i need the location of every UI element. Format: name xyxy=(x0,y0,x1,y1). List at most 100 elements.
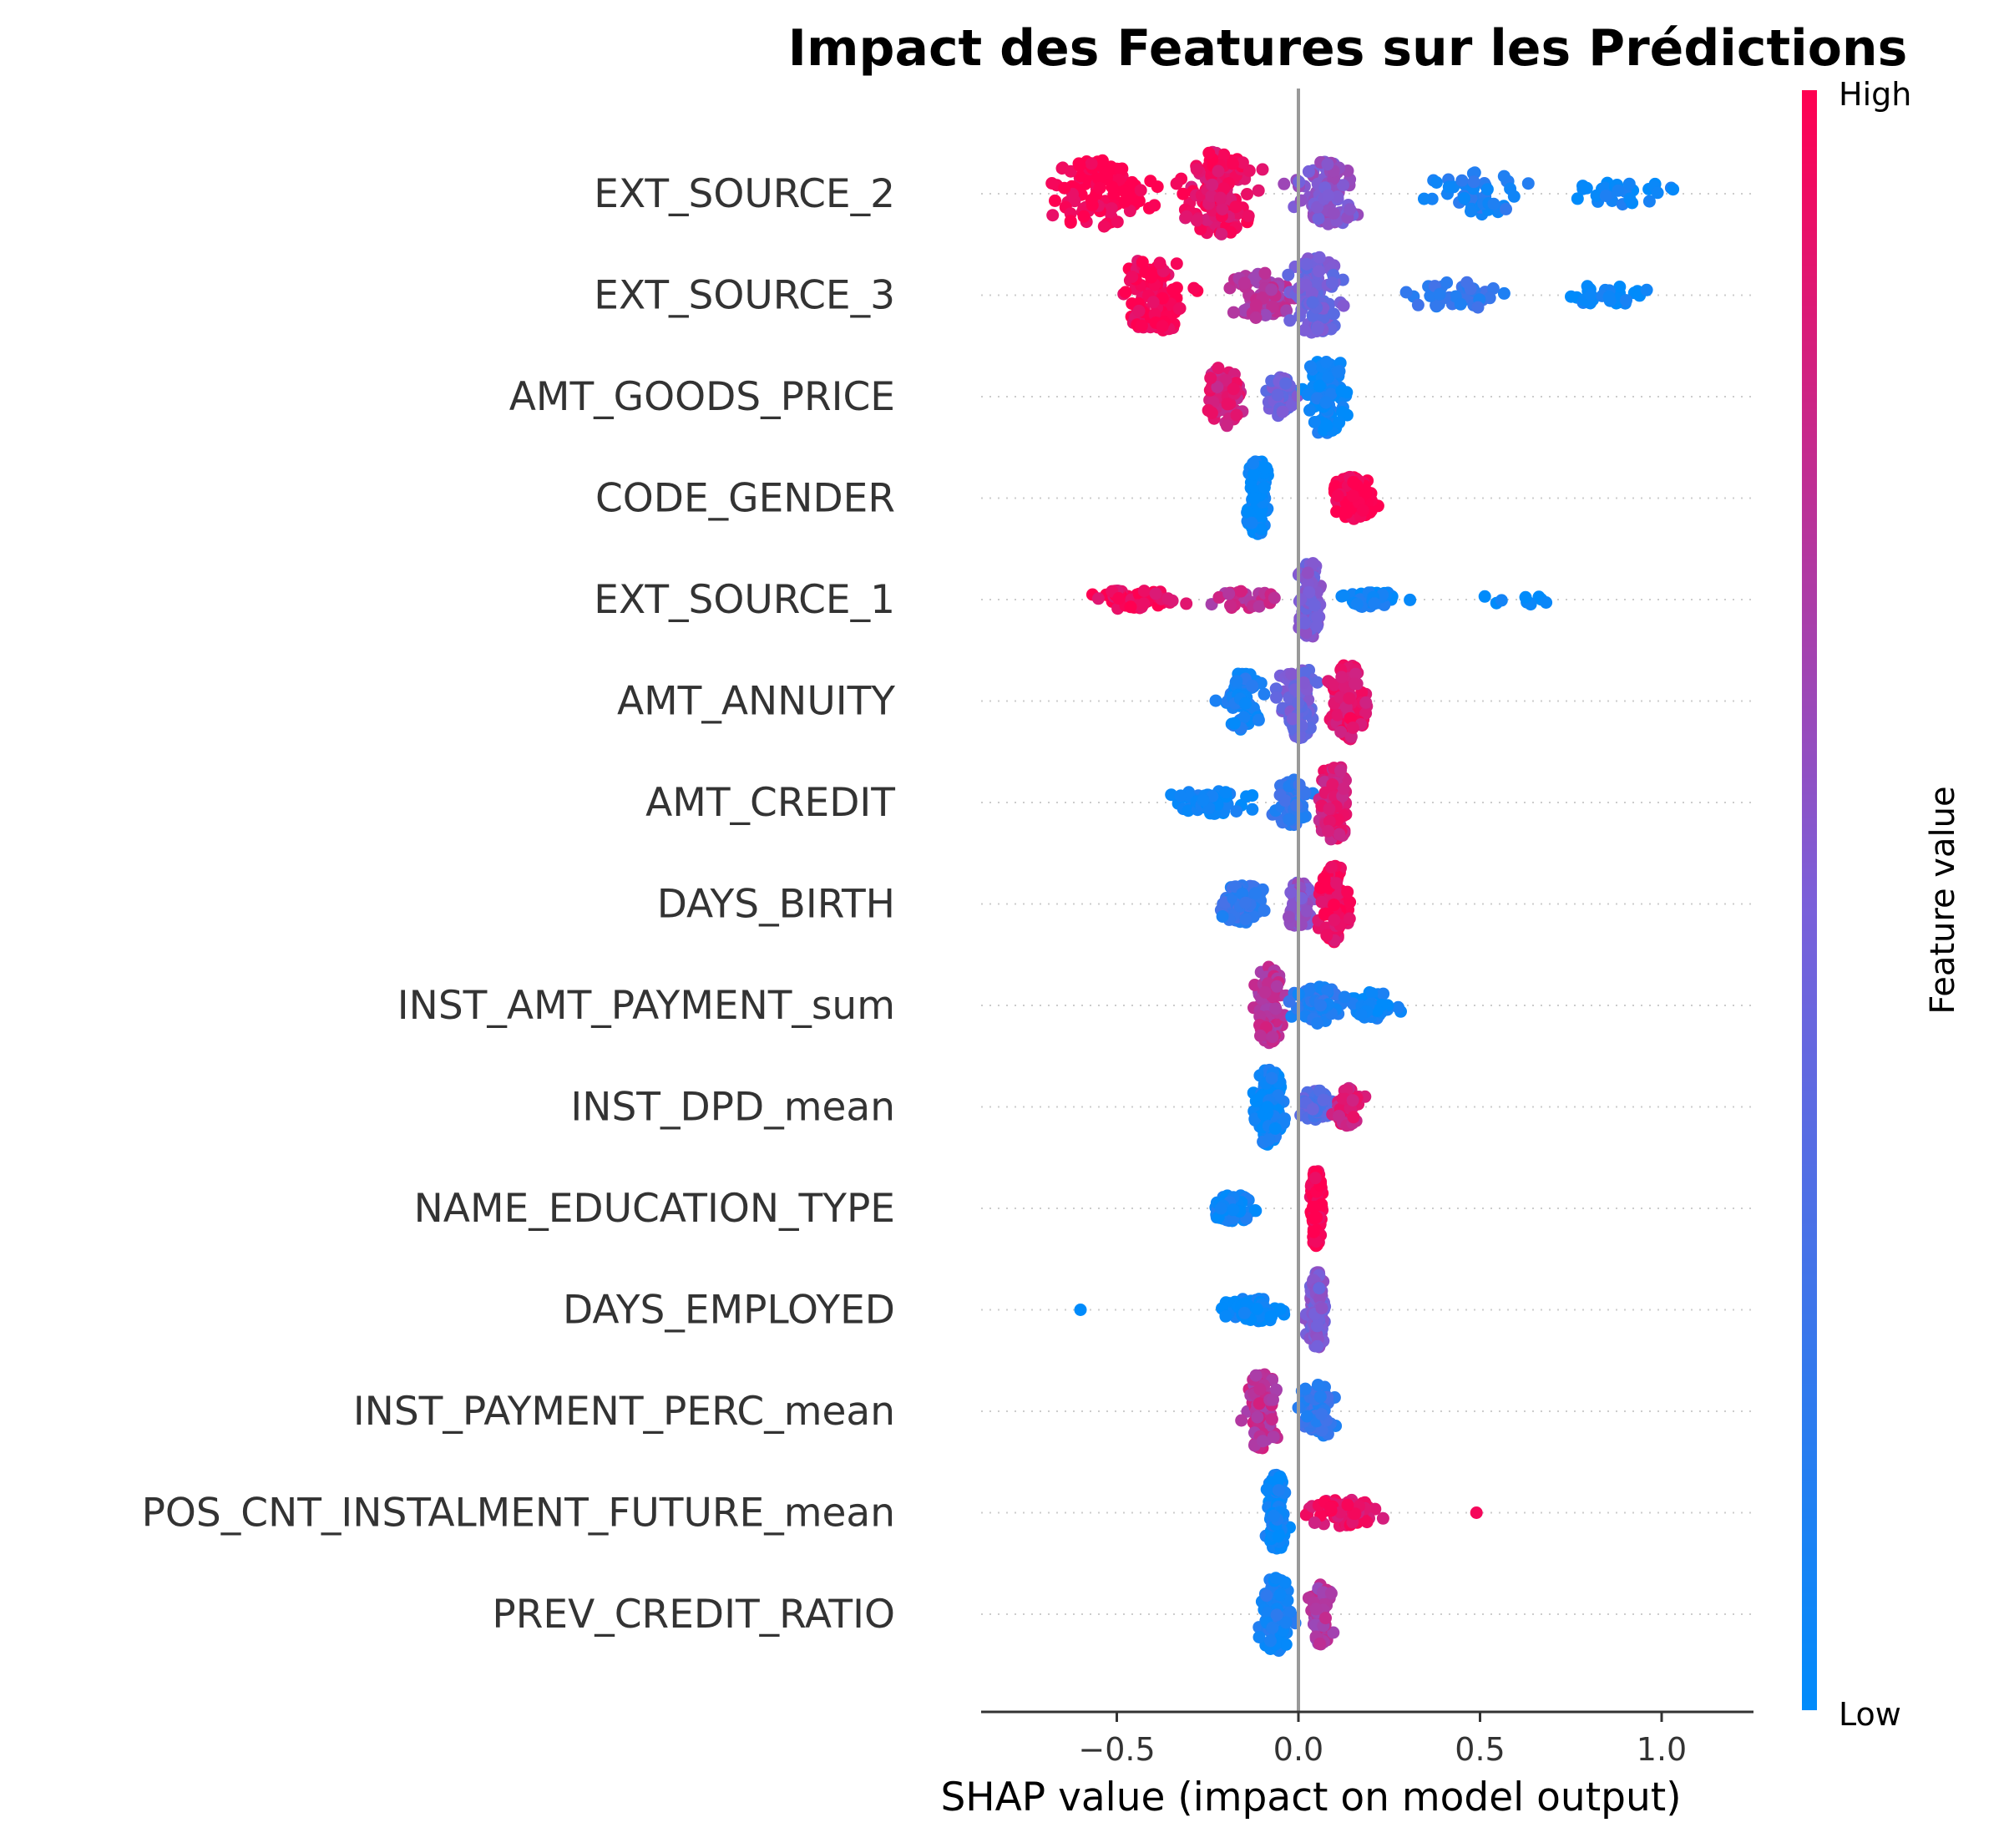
shap-point xyxy=(1497,286,1511,300)
shap-point xyxy=(1222,587,1236,600)
shap-point xyxy=(1297,676,1310,690)
shap-point xyxy=(1623,192,1637,205)
shap-point xyxy=(1308,599,1321,612)
shap-point xyxy=(1321,984,1334,997)
shap-point xyxy=(1227,382,1240,396)
shap-point xyxy=(1430,299,1443,312)
shap-point xyxy=(1313,1282,1326,1295)
shap-point xyxy=(1338,680,1351,693)
shap-point xyxy=(1340,506,1354,519)
shap-point xyxy=(1284,886,1298,899)
shap-points xyxy=(1045,145,1680,1658)
colorbar-title: Feature value xyxy=(1924,786,1962,1014)
shap-point xyxy=(1301,566,1314,580)
shap-point xyxy=(1330,505,1344,519)
shap-point xyxy=(1137,585,1151,598)
shap-point xyxy=(1229,200,1242,214)
shap-point xyxy=(1326,778,1339,791)
shap-point xyxy=(1280,304,1293,317)
shap-point xyxy=(1307,557,1319,570)
shap-point xyxy=(1240,790,1253,803)
shap-point xyxy=(1323,1501,1337,1515)
shap-point xyxy=(1221,397,1234,411)
shap-point xyxy=(1480,183,1494,196)
shap-point xyxy=(1392,1000,1404,1014)
shap-point xyxy=(1300,257,1313,271)
shap-point xyxy=(1106,180,1119,194)
shap-point xyxy=(1322,824,1335,838)
shap-point xyxy=(1272,1089,1285,1102)
shap-point xyxy=(1265,1413,1278,1426)
shap-point xyxy=(1214,1202,1227,1215)
shap-point xyxy=(1266,1030,1279,1044)
shap-point xyxy=(1270,691,1283,704)
shap-point xyxy=(1165,788,1178,802)
shap-point xyxy=(1247,492,1261,505)
shap-point xyxy=(1242,506,1255,519)
feature-label: EXT_SOURCE_1 xyxy=(594,577,895,623)
shap-point xyxy=(1332,887,1344,900)
feature-label: PREV_CREDIT_RATIO xyxy=(492,1592,895,1638)
shap-point xyxy=(1440,276,1454,289)
shap-point xyxy=(1074,1304,1087,1316)
shap-point xyxy=(1313,1638,1326,1650)
shap-point xyxy=(1270,1383,1283,1396)
shap-point xyxy=(1202,146,1216,159)
shap-point xyxy=(1230,408,1243,422)
shap-point xyxy=(1265,1071,1278,1085)
shap-point xyxy=(1504,182,1517,195)
shap-point xyxy=(1322,189,1335,202)
feature-label: POS_CNT_INSTALMENT_FUTURE_mean xyxy=(142,1491,895,1537)
shap-point xyxy=(1323,802,1336,816)
shap-point xyxy=(1219,786,1232,799)
shap-point xyxy=(1620,294,1632,307)
shap-point xyxy=(1206,178,1219,191)
shap-point xyxy=(1327,307,1340,321)
feature-label: EXT_SOURCE_2 xyxy=(594,171,895,217)
shap-point xyxy=(1337,782,1350,795)
shap-point xyxy=(1642,195,1656,208)
shap-point xyxy=(1337,299,1350,312)
shap-point xyxy=(1323,815,1336,828)
shap-point xyxy=(1123,205,1136,218)
shap-point xyxy=(1077,210,1091,223)
shap-point xyxy=(1136,256,1149,269)
shap-point xyxy=(1344,203,1357,216)
shap-point xyxy=(1217,182,1231,195)
shap-point xyxy=(1255,523,1268,536)
x-tick-label: −0.5 xyxy=(1078,1731,1155,1768)
shap-point xyxy=(1303,403,1316,417)
shap-point xyxy=(1327,1626,1340,1639)
shap-point xyxy=(1320,929,1333,942)
shap-point xyxy=(1335,384,1349,397)
shap-point xyxy=(1166,283,1180,296)
shap-point xyxy=(1256,163,1269,176)
shap-point xyxy=(1216,203,1229,215)
x-tick-label: 1.0 xyxy=(1637,1731,1687,1768)
feature-label: EXT_SOURCE_3 xyxy=(594,273,895,319)
shap-point xyxy=(1519,590,1532,604)
shap-point xyxy=(1332,365,1345,378)
shap-point xyxy=(1254,1029,1267,1042)
shap-point xyxy=(1337,179,1349,192)
shap-point xyxy=(1197,793,1210,807)
shap-point xyxy=(1097,220,1111,233)
shap-point xyxy=(1318,872,1331,885)
shap-point xyxy=(1320,419,1333,433)
shap-point xyxy=(1249,887,1262,900)
shap-point xyxy=(1177,187,1190,200)
shap-point xyxy=(1092,172,1106,185)
shap-point xyxy=(1331,489,1344,503)
shap-point xyxy=(1651,186,1664,200)
shap-point xyxy=(1478,590,1491,603)
shap-point xyxy=(1455,174,1469,187)
shap-point xyxy=(1174,789,1187,802)
shap-point xyxy=(1224,225,1237,239)
shap-point xyxy=(1465,205,1477,218)
shap-point xyxy=(1311,1379,1324,1391)
feature-label: INST_DPD_mean xyxy=(570,1085,895,1131)
shap-point xyxy=(1149,587,1162,600)
shap-point xyxy=(1334,764,1347,777)
shap-point xyxy=(1111,215,1124,229)
shap-point xyxy=(1317,311,1330,324)
